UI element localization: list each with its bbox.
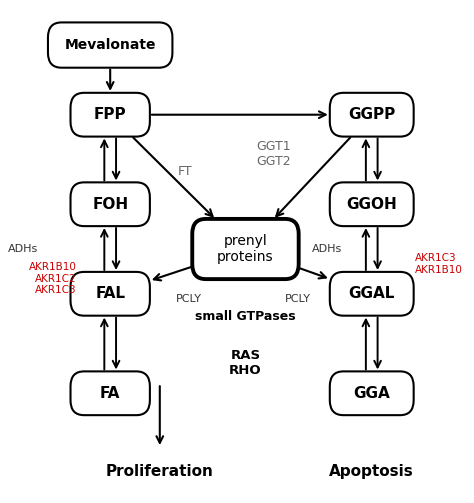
Text: ADHs: ADHs [312, 244, 342, 254]
Text: Proliferation: Proliferation [106, 464, 214, 479]
Text: FOH: FOH [92, 197, 128, 212]
Text: prenyl
proteins: prenyl proteins [217, 234, 274, 264]
Text: FA: FA [100, 386, 120, 401]
FancyBboxPatch shape [48, 23, 173, 68]
Text: AKR1B10
AKR1C2
AKR1C3: AKR1B10 AKR1C2 AKR1C3 [28, 262, 76, 295]
FancyBboxPatch shape [192, 219, 299, 279]
Text: FAL: FAL [95, 286, 125, 301]
Text: FPP: FPP [94, 107, 127, 122]
FancyBboxPatch shape [330, 371, 414, 415]
Text: GGT1
GGT2: GGT1 GGT2 [257, 140, 292, 169]
Text: RAS
RHO: RAS RHO [229, 350, 262, 377]
Text: AKR1C3
AKR1B10: AKR1C3 AKR1B10 [415, 253, 463, 275]
FancyBboxPatch shape [330, 183, 414, 226]
FancyBboxPatch shape [71, 272, 150, 316]
Text: PCLY: PCLY [175, 294, 201, 304]
Text: GGOH: GGOH [346, 197, 397, 212]
FancyBboxPatch shape [330, 272, 414, 316]
Text: Apoptosis: Apoptosis [329, 464, 414, 479]
Text: Mevalonate: Mevalonate [64, 38, 156, 52]
Text: GGPP: GGPP [348, 107, 395, 122]
Text: FT: FT [178, 165, 192, 179]
FancyBboxPatch shape [71, 183, 150, 226]
FancyBboxPatch shape [71, 93, 150, 137]
Text: PCLY: PCLY [285, 294, 311, 304]
FancyBboxPatch shape [71, 371, 150, 415]
Text: GGA: GGA [353, 386, 390, 401]
Text: small GTPases: small GTPases [195, 310, 296, 322]
FancyBboxPatch shape [330, 93, 414, 137]
Text: ADHs: ADHs [8, 244, 38, 254]
Text: GGAL: GGAL [348, 286, 395, 301]
